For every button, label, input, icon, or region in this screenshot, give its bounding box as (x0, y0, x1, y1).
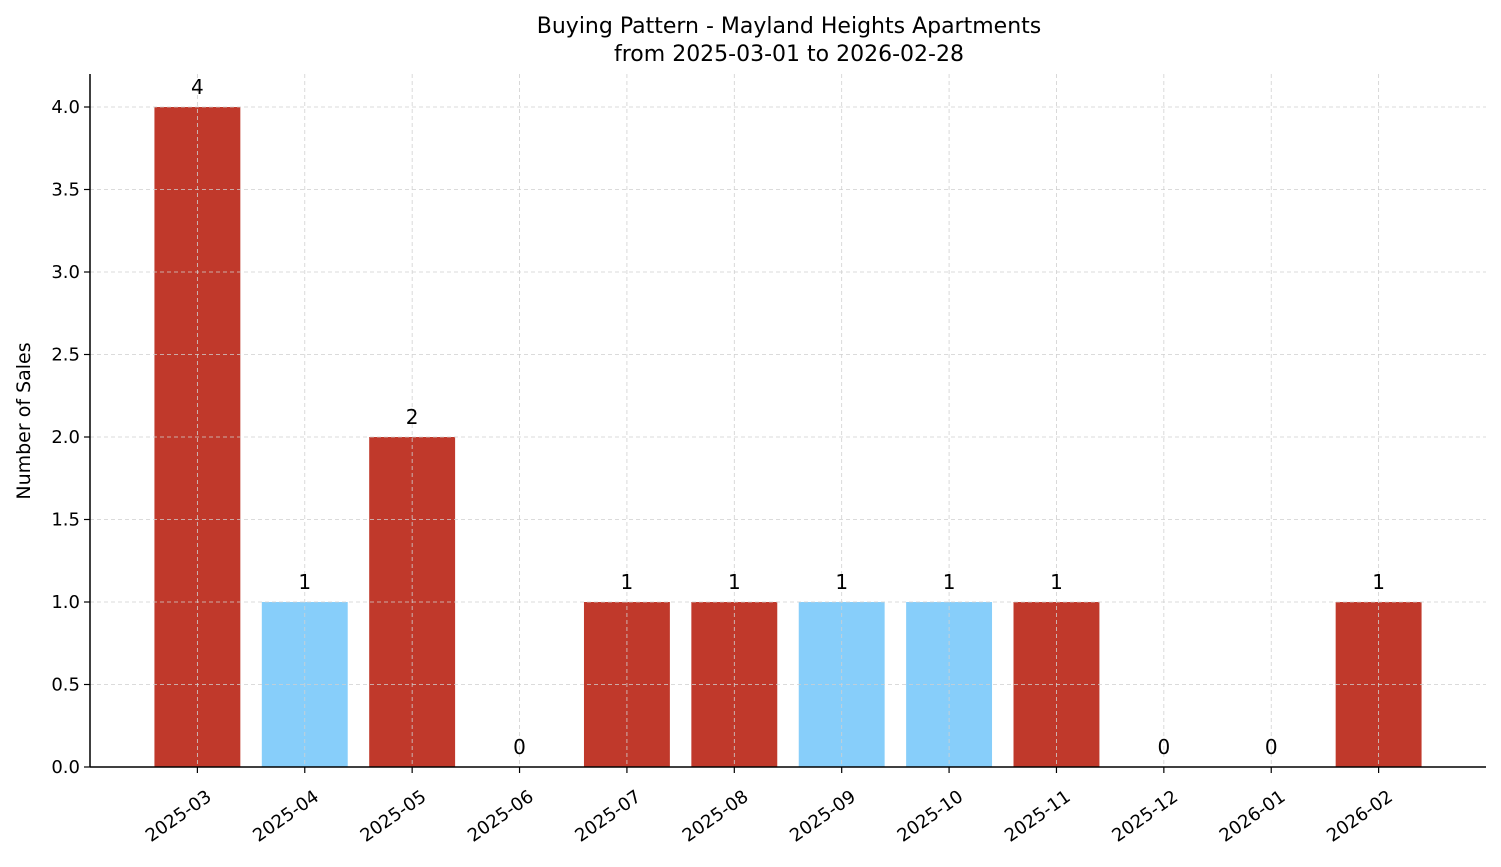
x-tick-label: 2025-12 (1108, 786, 1182, 846)
data-label: 1 (621, 570, 634, 594)
data-label: 1 (1050, 570, 1063, 594)
data-label: 1 (1372, 570, 1385, 594)
x-tick-label: 2025-04 (249, 786, 323, 846)
data-label: 4 (191, 75, 204, 99)
chart-subtitle: from 2025-03-01 to 2026-02-28 (614, 42, 964, 67)
y-tick-label: 2.5 (51, 345, 80, 366)
y-tick-label: 1.0 (51, 592, 80, 613)
data-label: 1 (835, 570, 848, 594)
x-tick-label: 2025-07 (571, 786, 645, 846)
data-label: 2 (406, 405, 419, 429)
y-tick-label: 3.5 (51, 180, 80, 201)
y-tick-label: 4.0 (51, 97, 80, 118)
y-tick-label: 0.0 (51, 757, 80, 778)
x-tick-label: 2025-06 (464, 786, 538, 846)
x-tick-label: 2025-08 (679, 786, 753, 846)
y-tick-label: 3.0 (51, 262, 80, 283)
x-tick-label: 2025-10 (894, 786, 968, 846)
data-label: 0 (513, 735, 526, 759)
x-tick-label: 2025-05 (357, 786, 431, 846)
x-tick-label: 2025-03 (142, 786, 216, 846)
x-tick-label: 2026-01 (1216, 786, 1290, 846)
y-axis-label: Number of Sales (13, 342, 35, 499)
x-tick-label: 2025-09 (786, 786, 860, 846)
x-tick-label: 2026-02 (1323, 786, 1397, 846)
data-label: 1 (728, 570, 741, 594)
y-tick-label: 1.5 (51, 510, 80, 531)
data-label: 0 (1157, 735, 1170, 759)
chart-title: Buying Pattern - Mayland Heights Apartme… (537, 14, 1041, 39)
data-label: 1 (943, 570, 956, 594)
data-label: 1 (298, 570, 311, 594)
data-label: 0 (1265, 735, 1278, 759)
y-tick-label: 0.5 (51, 675, 80, 696)
x-tick-label: 2025-11 (1001, 786, 1075, 846)
y-tick-label: 2.0 (51, 427, 80, 448)
